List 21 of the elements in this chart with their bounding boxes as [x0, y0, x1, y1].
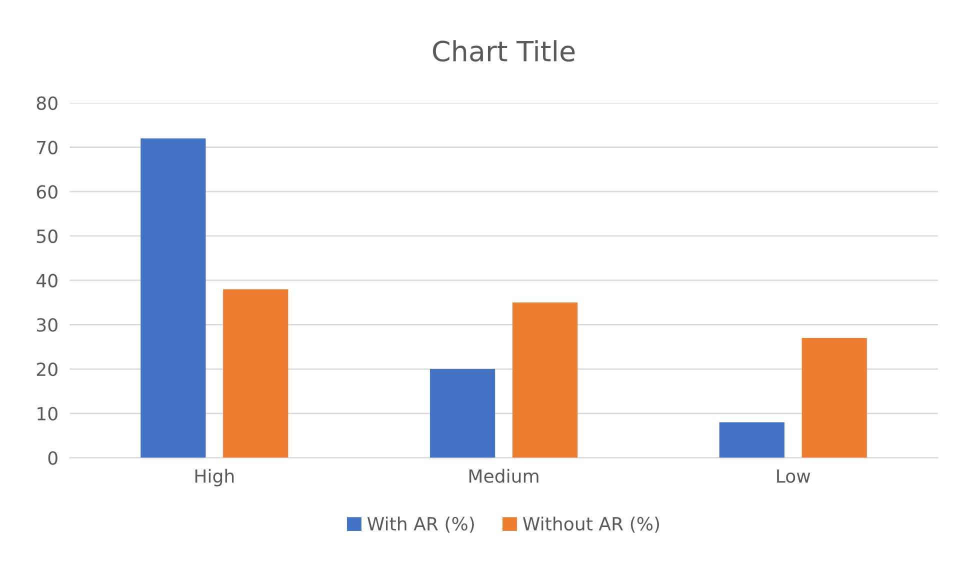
y-tick-label: 60	[36, 185, 58, 199]
chart-title: Chart Title	[432, 40, 575, 62]
bar	[719, 422, 784, 458]
y-tick-label: 0	[48, 451, 58, 465]
legend-label: With AR (%)	[367, 516, 474, 533]
bar	[802, 338, 867, 458]
y-tick-label: 70	[37, 140, 58, 154]
y-tick-label: 50	[37, 229, 58, 244]
x-tick-label: Low	[777, 469, 810, 483]
bar	[223, 289, 288, 458]
y-tick-label: 10	[38, 406, 58, 421]
bar	[140, 138, 206, 458]
y-tick-label: 20	[36, 362, 58, 376]
bar	[512, 302, 578, 458]
y-tick-label: 30	[37, 318, 58, 332]
y-tick-label: 40	[36, 274, 58, 288]
x-tick-label: High	[195, 468, 234, 486]
bar	[430, 369, 496, 458]
legend-label: Without AR (%)	[522, 516, 660, 533]
y-tick-label: 80	[36, 96, 58, 110]
x-tick-label: Medium	[469, 468, 538, 483]
